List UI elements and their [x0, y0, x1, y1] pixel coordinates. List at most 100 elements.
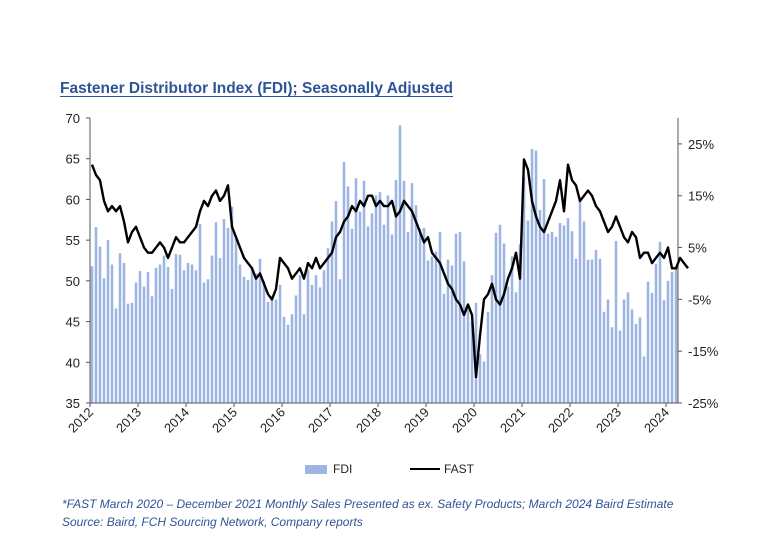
fdi-bar — [374, 195, 378, 403]
fdi-bar — [254, 273, 258, 403]
fdi-bar — [138, 271, 142, 403]
fdi-bar — [206, 279, 210, 403]
fdi-bar — [470, 322, 474, 403]
fdi-bar — [386, 195, 390, 403]
fdi-bar — [574, 258, 578, 403]
fdi-bar — [274, 299, 278, 403]
fdi-bar — [634, 324, 638, 403]
left-tick-label: 65 — [66, 152, 80, 167]
fdi-bar — [442, 293, 446, 403]
chart-title: Fastener Distributor Index (FDI); Season… — [60, 80, 454, 97]
legend-fast-label: FAST — [444, 462, 475, 476]
fdi-bar — [406, 232, 410, 403]
fdi-bar — [646, 281, 650, 403]
fdi-bar — [614, 240, 618, 403]
fdi-bar — [242, 276, 246, 403]
left-tick-label: 70 — [66, 111, 80, 126]
x-tick-label: 2017 — [305, 405, 336, 436]
right-tick-label: 5% — [688, 241, 707, 256]
fdi-bar — [542, 179, 546, 403]
fdi-bar — [654, 263, 658, 403]
fdi-bar — [234, 236, 238, 403]
fdi-bar — [306, 269, 310, 403]
fdi-bar — [338, 279, 342, 403]
fdi-bar — [410, 183, 414, 403]
fdi-bar — [414, 205, 418, 403]
fdi-bar — [494, 232, 498, 403]
left-tick-label: 45 — [66, 315, 80, 330]
fdi-bar — [210, 255, 214, 403]
fdi-bar — [122, 262, 126, 403]
fdi-bar — [366, 226, 370, 403]
x-tick-label: 2013 — [113, 405, 144, 436]
fdi-bar — [118, 253, 122, 403]
x-tick-label: 2016 — [257, 405, 288, 436]
fdi-bar — [626, 292, 630, 403]
fdi-bar — [106, 240, 110, 403]
fdi-bar — [474, 302, 478, 403]
fdi-bar — [562, 225, 566, 403]
fdi-bar — [390, 234, 394, 403]
legend-fdi: FDI — [305, 462, 352, 476]
fdi-bar — [394, 179, 398, 403]
fdi-bar — [398, 125, 402, 403]
fdi-bar — [462, 261, 466, 403]
fdi-bar — [566, 218, 570, 403]
fdi-bar — [502, 243, 506, 403]
fdi-bar — [198, 223, 202, 403]
fdi-bar — [358, 211, 362, 403]
fdi-bar — [270, 296, 274, 403]
fdi-bar — [90, 266, 94, 403]
fdi-bar — [318, 287, 322, 403]
fdi-bar — [530, 148, 534, 403]
fdi-bar — [186, 262, 190, 403]
fdi-bar — [142, 286, 146, 403]
fdi-bar — [382, 224, 386, 403]
fdi-bar — [662, 300, 666, 403]
fdi-bar — [402, 180, 406, 403]
fdi-bar — [506, 286, 510, 403]
fdi-bar — [190, 264, 194, 403]
fdi-bar — [114, 308, 118, 403]
x-tick-label: 2018 — [353, 405, 384, 436]
fdi-bar — [194, 270, 198, 403]
fdi-bar — [446, 259, 450, 403]
fdi-bar — [674, 267, 678, 403]
fdi-bar — [450, 265, 454, 403]
left-tick-label: 60 — [66, 192, 80, 207]
fdi-bar — [546, 233, 550, 403]
fdi-bar — [326, 248, 330, 403]
fdi-bar — [154, 267, 158, 403]
fdi-bar — [498, 224, 502, 403]
x-tick-label: 2022 — [545, 405, 576, 436]
fdi-bar — [418, 228, 422, 403]
fdi-bar — [586, 259, 590, 403]
fdi-bar — [458, 232, 462, 403]
fdi-bar — [286, 324, 290, 403]
fdi-bar — [350, 228, 354, 403]
fdi-bar — [342, 161, 346, 403]
fdi-bar — [538, 210, 542, 403]
fdi-bar — [334, 201, 338, 403]
legend-fast: FAST — [410, 462, 474, 476]
fdi-bar — [658, 241, 662, 403]
fdi-bar — [434, 251, 438, 403]
fdi-bar — [590, 259, 594, 403]
x-tick-label: 2020 — [449, 405, 480, 436]
fdi-bar — [570, 231, 574, 403]
fdi-bar — [262, 280, 266, 403]
fdi-bar — [226, 227, 230, 403]
fdi-bar — [314, 275, 318, 403]
legend-fdi-swatch — [305, 464, 327, 474]
fdi-bar — [266, 302, 270, 403]
fdi-bar — [214, 222, 218, 403]
fdi-bar — [466, 308, 470, 403]
right-tick-label: -5% — [688, 292, 712, 307]
fdi-bar — [246, 280, 250, 403]
fdi-bar — [514, 292, 518, 403]
fdi-bar — [250, 267, 254, 403]
fdi-bar — [182, 270, 186, 403]
right-tick-label: 25% — [688, 137, 714, 152]
fdi-bar — [134, 282, 138, 403]
fdi-bar — [218, 258, 222, 403]
